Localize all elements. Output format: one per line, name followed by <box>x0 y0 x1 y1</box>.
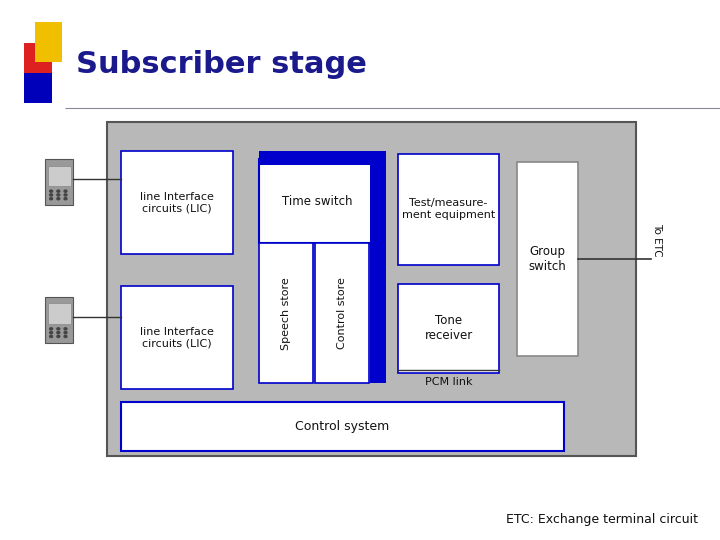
Text: PCM link: PCM link <box>425 377 472 387</box>
Bar <box>45 159 73 205</box>
Circle shape <box>57 335 60 338</box>
Bar <box>315 243 369 383</box>
Bar <box>121 151 233 254</box>
Circle shape <box>50 332 53 334</box>
Circle shape <box>64 328 67 330</box>
Circle shape <box>57 198 60 200</box>
Text: Control store: Control store <box>337 277 346 349</box>
Bar <box>35 22 62 62</box>
Bar <box>398 154 499 265</box>
Text: Tone
receiver: Tone receiver <box>424 314 473 342</box>
Text: Time switch: Time switch <box>282 194 352 208</box>
Bar <box>24 43 52 84</box>
Text: line Interface
circuits (LIC): line Interface circuits (LIC) <box>140 192 214 213</box>
Circle shape <box>57 190 60 192</box>
Circle shape <box>64 194 67 196</box>
Circle shape <box>57 194 60 196</box>
Bar <box>121 402 564 451</box>
Bar <box>259 151 374 165</box>
Circle shape <box>50 194 53 196</box>
Text: Test/measure-
ment equipment: Test/measure- ment equipment <box>402 198 495 220</box>
Text: Control system: Control system <box>295 420 390 433</box>
Circle shape <box>57 332 60 334</box>
Bar <box>370 151 386 383</box>
Bar <box>24 73 52 103</box>
Bar <box>259 243 313 383</box>
Circle shape <box>50 198 53 200</box>
Bar <box>259 159 374 243</box>
Bar <box>398 284 499 373</box>
Bar <box>107 122 636 456</box>
Text: To ETC: To ETC <box>652 224 662 257</box>
Circle shape <box>64 332 67 334</box>
Circle shape <box>64 335 67 338</box>
Text: Speech store: Speech store <box>282 277 291 349</box>
Bar <box>48 303 71 324</box>
Text: Subscriber stage: Subscriber stage <box>76 50 366 79</box>
Bar <box>48 166 71 186</box>
Circle shape <box>57 328 60 330</box>
Circle shape <box>50 328 53 330</box>
Text: line Interface
circuits (LIC): line Interface circuits (LIC) <box>140 327 214 348</box>
Bar <box>517 162 578 356</box>
Circle shape <box>64 198 67 200</box>
Circle shape <box>50 190 53 192</box>
Bar <box>45 297 73 343</box>
Circle shape <box>50 335 53 338</box>
Bar <box>121 286 233 389</box>
Text: ETC: Exchange terminal circuit: ETC: Exchange terminal circuit <box>506 514 698 526</box>
Circle shape <box>64 190 67 192</box>
Text: Group
switch: Group switch <box>528 245 567 273</box>
